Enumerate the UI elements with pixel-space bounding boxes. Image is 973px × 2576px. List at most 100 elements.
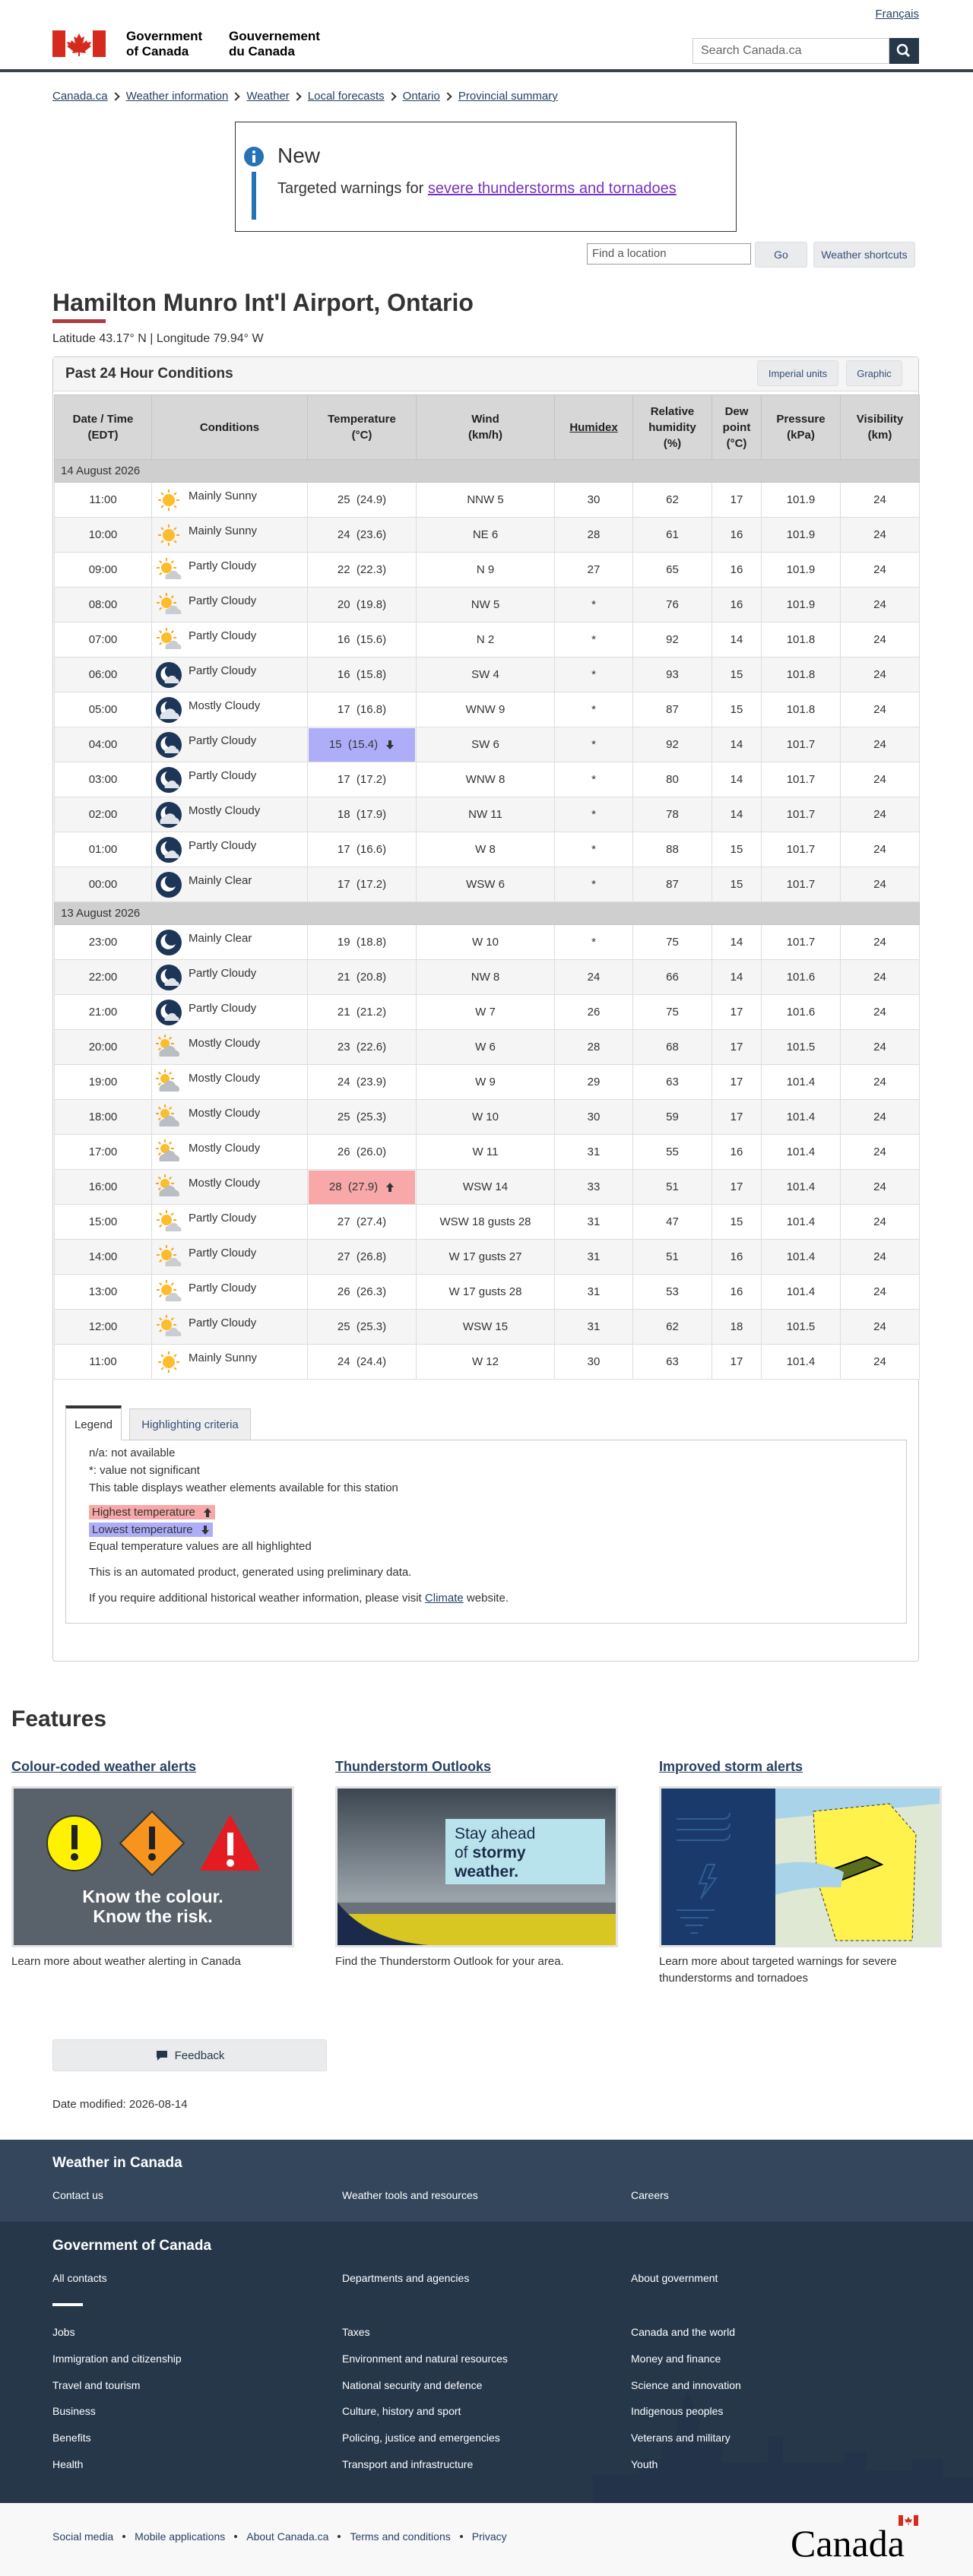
- weather-icon: [156, 801, 182, 828]
- footer-topic-link[interactable]: Youth: [631, 2458, 658, 2470]
- search-button[interactable]: [889, 38, 919, 64]
- feature-image-frame[interactable]: Stay ahead of stormy weather.: [335, 1786, 618, 1947]
- footer-link[interactable]: Contact us: [52, 2189, 103, 2201]
- moon: [160, 736, 176, 752]
- breadcrumb-link[interactable]: Ontario: [402, 90, 440, 103]
- breadcrumb-link[interactable]: Canada.ca: [52, 90, 108, 103]
- bottom-link[interactable]: Terms and conditions: [350, 2530, 451, 2543]
- features-title: Features: [11, 1706, 107, 1732]
- footer-link[interactable]: Careers: [631, 2189, 669, 2201]
- feedback-icon: [156, 2051, 167, 2061]
- bullet: [234, 2535, 238, 2538]
- footer-topic-link[interactable]: Benefits: [52, 2432, 91, 2445]
- feature-title[interactable]: Thunderstorm Outlooks: [335, 1759, 492, 1774]
- breadcrumb-link[interactable]: Weather: [246, 90, 290, 103]
- footer-topic-link[interactable]: Business: [52, 2405, 96, 2418]
- sun-ray: [157, 1047, 162, 1050]
- condition-cell: Mainly Sunny: [151, 517, 308, 553]
- footer-topic-link[interactable]: Immigration and citizenship: [52, 2352, 182, 2365]
- condition: Partly Cloudy: [152, 556, 307, 584]
- temperature-cell: 25 (24.9): [307, 482, 417, 518]
- criteria-tab[interactable]: Highlighting criteria: [129, 1408, 251, 1440]
- pressure-cell: 101.4: [761, 1134, 841, 1170]
- breadcrumb-link[interactable]: Provincial summary: [458, 90, 558, 103]
- footer-link[interactable]: All contacts: [52, 2272, 107, 2284]
- condition: Partly Cloudy: [152, 1313, 307, 1341]
- feature-title[interactable]: Colour-coded weather alerts: [11, 1759, 197, 1774]
- cloud: [164, 977, 179, 986]
- feature-image-frame[interactable]: Know the colour. Know the risk.: [11, 1786, 294, 1947]
- footer-topic-link[interactable]: Health: [52, 2458, 84, 2470]
- dew-point-cell: 15: [712, 657, 762, 692]
- footer-topic-link[interactable]: Travel and tourism: [52, 2378, 141, 2391]
- language-toggle[interactable]: Français: [875, 8, 919, 21]
- feature-title[interactable]: Improved storm alerts: [659, 1759, 803, 1774]
- bottom-link[interactable]: Social media: [52, 2530, 114, 2543]
- sun-ray: [173, 539, 177, 543]
- graphic-button[interactable]: Graphic: [846, 360, 902, 386]
- temperature: 28 (27.9): [328, 1180, 379, 1193]
- cloud: [164, 675, 179, 683]
- footer-topic-link[interactable]: Environment and natural resources: [342, 2352, 508, 2365]
- footer-topic-link[interactable]: Canada and the world: [631, 2326, 735, 2338]
- temperature: 26 (26.3): [337, 1285, 387, 1298]
- weather-icon: [158, 1351, 179, 1373]
- temperature-cell: 26 (26.3): [307, 1274, 417, 1310]
- footer-topic-link[interactable]: Indigenous peoples: [631, 2405, 724, 2418]
- footer-topic-link[interactable]: National security and defence: [342, 2378, 483, 2391]
- imperial-button[interactable]: Imperial units: [757, 360, 838, 386]
- location-input[interactable]: Find a location: [587, 243, 751, 265]
- condition: Partly Cloudy: [152, 836, 307, 863]
- footer-link[interactable]: About government: [631, 2272, 718, 2284]
- breadcrumb-separator: [443, 91, 452, 101]
- sun: [161, 1214, 172, 1225]
- breadcrumb-link[interactable]: Local forecasts: [307, 90, 385, 103]
- footer-link[interactable]: Weather tools and resources: [342, 2189, 478, 2201]
- legend-line: This table displays weather elements ava…: [89, 1481, 398, 1494]
- feedback-button[interactable]: Feedback: [52, 2039, 327, 2071]
- condition: Mainly Clear: [152, 929, 307, 956]
- footer-topic-link[interactable]: Culture, history and sport: [342, 2405, 461, 2418]
- lake: [775, 1862, 844, 1895]
- footer-topic-link[interactable]: Veterans and military: [631, 2432, 731, 2445]
- pressure-cell: 101.4: [761, 1204, 841, 1240]
- pressure-cell: 101.9: [761, 517, 841, 553]
- temperature: 24 (23.6): [337, 528, 387, 541]
- visibility-cell: 24: [840, 1029, 920, 1065]
- footer-topic-link[interactable]: Science and innovation: [631, 2378, 741, 2391]
- go-button[interactable]: Go: [755, 242, 807, 268]
- sun-ray: [159, 1247, 163, 1250]
- breadcrumb-link[interactable]: Weather information: [125, 90, 229, 103]
- wind-cell: SW 4: [416, 657, 555, 692]
- dew-point-cell: 15: [712, 867, 762, 902]
- footer-topic-link[interactable]: Policing, justice and emergencies: [342, 2432, 500, 2445]
- humidex-cell: 30: [554, 1099, 633, 1135]
- bottom-link[interactable]: About Canada.ca: [246, 2530, 329, 2543]
- footer-topic-link[interactable]: Jobs: [52, 2326, 75, 2338]
- temperature-cell: 26 (26.0): [307, 1134, 417, 1170]
- notice-link[interactable]: severe thunderstorms and tornadoes: [427, 180, 677, 197]
- legend-automated: This is an automated product, generated …: [89, 1566, 412, 1579]
- legend-tab[interactable]: Legend: [65, 1405, 122, 1440]
- footer-topic-link[interactable]: Money and finance: [631, 2352, 721, 2365]
- bottom-link[interactable]: Privacy: [471, 2530, 507, 2543]
- humidex-cell: *: [554, 832, 633, 867]
- footer-link[interactable]: Departments and agencies: [342, 2272, 470, 2284]
- column-header-line[interactable]: Humidex: [569, 420, 618, 434]
- temperature: 23 (22.6): [337, 1041, 387, 1054]
- bottom-link[interactable]: Mobile applications: [135, 2530, 226, 2543]
- feature-image-frame[interactable]: [659, 1786, 942, 1947]
- wind-cell: W 9: [416, 1064, 555, 1100]
- pressure-cell: 101.4: [761, 1064, 841, 1100]
- highest-sample: Highest temperature: [89, 1505, 215, 1519]
- footer-topic-link[interactable]: Taxes: [342, 2326, 370, 2338]
- climate-link[interactable]: Climate: [424, 1592, 464, 1605]
- search-input[interactable]: Search Canada.ca: [693, 38, 889, 64]
- temperature-cell: 16 (15.8): [307, 657, 417, 692]
- footer-topic-link[interactable]: Transport and infrastructure: [342, 2458, 474, 2470]
- dew-point-cell: 16: [712, 517, 762, 553]
- shortcuts-button[interactable]: Weather shortcuts: [813, 242, 915, 268]
- bubble: [156, 2051, 167, 2061]
- temperature-cell: 25 (25.3): [307, 1309, 417, 1345]
